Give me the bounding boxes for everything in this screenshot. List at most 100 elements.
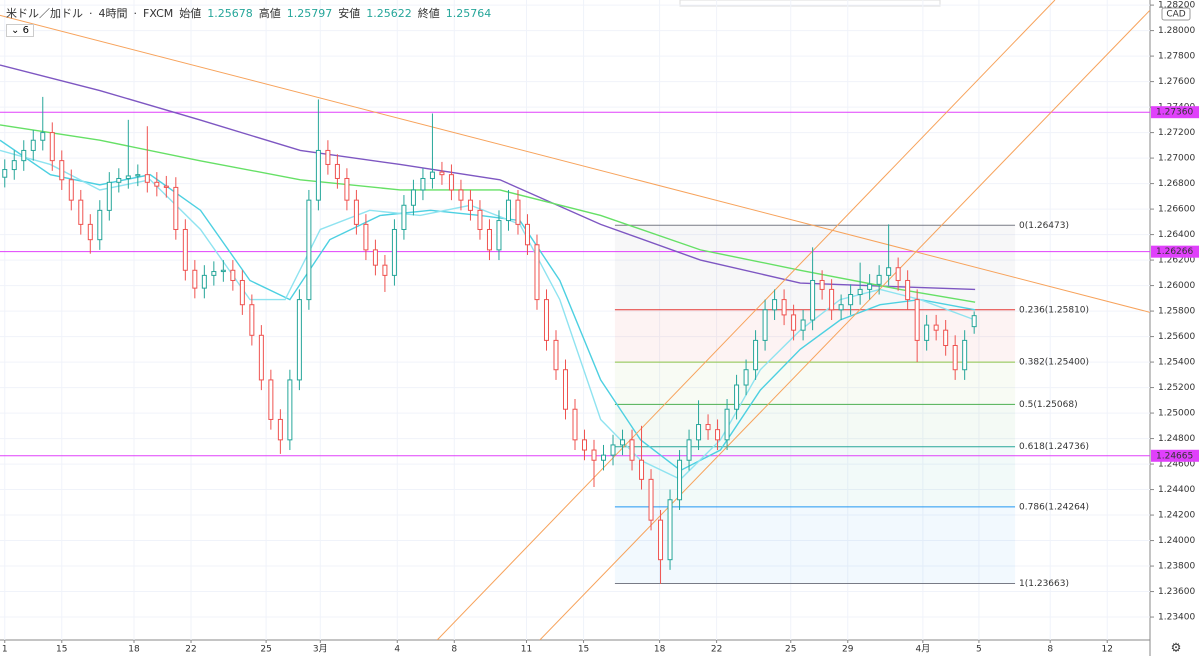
x-tick-label: 25	[785, 645, 796, 655]
candle-body	[705, 424, 711, 431]
candle-body	[496, 220, 502, 251]
x-tick-label: 4	[394, 645, 400, 655]
candle-body	[249, 304, 255, 336]
fib-label: 0(1.26473)	[1019, 221, 1069, 231]
indicator-toggle[interactable]: ⌄ 6	[6, 24, 34, 37]
candle-body	[924, 324, 930, 341]
symbol[interactable]: 米ドル／加ドル	[6, 7, 83, 20]
interval[interactable]: 4時間	[98, 7, 128, 20]
candle-body	[363, 223, 369, 251]
y-tick-label: 1.26200	[1158, 256, 1195, 266]
candle-body	[116, 177, 122, 183]
candle-body	[667, 499, 673, 561]
candle-body	[819, 279, 825, 290]
candle-body	[895, 267, 901, 281]
x-tick-label: 25	[260, 645, 271, 655]
y-tick-label: 1.23800	[1158, 562, 1195, 572]
symbol-header: 米ドル／加ドル · 4時間 · FXCM 始値 1.25678 高値 1.25797 安…	[6, 6, 492, 21]
candle-body	[743, 369, 749, 386]
fib-label: 0.382(1.25400)	[1019, 358, 1089, 368]
y-tick-label: 1.25200	[1158, 383, 1195, 393]
candle-body	[933, 324, 939, 331]
x-tick-label: 18	[128, 645, 140, 655]
trend-line	[539, 9, 1150, 640]
y-tick-label: 1.26000	[1158, 281, 1195, 291]
x-tick-label: 15	[578, 645, 589, 655]
y-tick-label: 1.26600	[1158, 205, 1195, 215]
y-tick-label: 1.24200	[1158, 511, 1195, 521]
candle-body	[68, 179, 74, 201]
candle-body	[905, 279, 911, 301]
candle-body	[268, 379, 274, 420]
candle-body	[838, 304, 844, 311]
y-tick-label: 1.26800	[1158, 179, 1195, 189]
candle-body	[971, 315, 977, 328]
candle-body	[734, 384, 740, 410]
open-label: 始値	[179, 7, 202, 20]
fib-label: 1(1.23663)	[1019, 579, 1069, 589]
candle-body	[772, 299, 778, 311]
fib-label: 0.618(1.24736)	[1019, 442, 1089, 452]
candle-body	[201, 274, 207, 289]
candle-body	[886, 267, 892, 276]
candle-body	[829, 288, 835, 311]
candle-body	[97, 209, 103, 241]
candle-body	[258, 334, 264, 381]
x-tick-label: 11	[521, 645, 532, 655]
candle-body	[163, 185, 169, 188]
candle-body	[534, 244, 540, 301]
candle-body	[486, 228, 492, 251]
x-tick-label: 15	[56, 645, 67, 655]
fib-label: 0.786(1.24264)	[1019, 502, 1089, 512]
low-value: 1.25622	[366, 6, 412, 20]
y-tick-label: 1.25000	[1158, 409, 1195, 419]
candle-body	[277, 418, 283, 441]
candle-body	[372, 249, 378, 266]
candle-body	[553, 339, 559, 371]
candle-body	[562, 369, 568, 410]
candle-body	[791, 314, 797, 331]
candle-body	[753, 339, 759, 371]
y-tick-label: 1.24600	[1158, 460, 1195, 470]
toolbar-remnant	[679, 0, 941, 7]
moving-average	[0, 124, 976, 303]
candle-body	[515, 199, 521, 225]
candle-body	[106, 181, 112, 211]
price-tag-label: 1.27360	[1156, 108, 1193, 118]
candle-body	[344, 177, 350, 201]
candle-body	[220, 269, 226, 273]
candle-body	[239, 279, 245, 306]
x-tick-label: 29	[842, 645, 854, 655]
candle-body	[810, 279, 816, 321]
candle-body	[125, 175, 131, 179]
candle-body	[382, 264, 388, 276]
y-tick-label: 1.27200	[1158, 128, 1195, 138]
x-tick-label: 8	[1047, 645, 1053, 655]
y-tick-label: 1.28000	[1158, 26, 1195, 36]
candle-body	[724, 408, 730, 441]
high-value: 1.25797	[286, 6, 333, 20]
price-tag	[1151, 449, 1199, 462]
indicator-count: 6	[22, 25, 29, 36]
x-tick-label: 12	[1102, 645, 1113, 655]
x-tick-label: 8	[451, 645, 457, 655]
fib-label: 0.236(1.25810)	[1019, 305, 1089, 315]
x-tick-label: 22	[711, 645, 722, 655]
candle-body	[30, 139, 36, 151]
y-tick-label: 1.24000	[1158, 536, 1195, 546]
currency: CAD	[1166, 10, 1185, 20]
y-tick-label: 1.24400	[1158, 485, 1195, 495]
candle-body	[686, 439, 692, 461]
fib-band	[614, 404, 1016, 447]
candle-body	[867, 283, 873, 290]
candle-body	[943, 329, 949, 346]
close-label: 終値	[417, 7, 440, 20]
settings-icon[interactable]: ⚙	[1171, 641, 1182, 655]
candle-body	[591, 449, 597, 461]
candle-body	[914, 299, 920, 341]
currency-box[interactable]	[1161, 7, 1191, 21]
candle-body	[192, 269, 198, 289]
candle-body	[49, 132, 55, 162]
